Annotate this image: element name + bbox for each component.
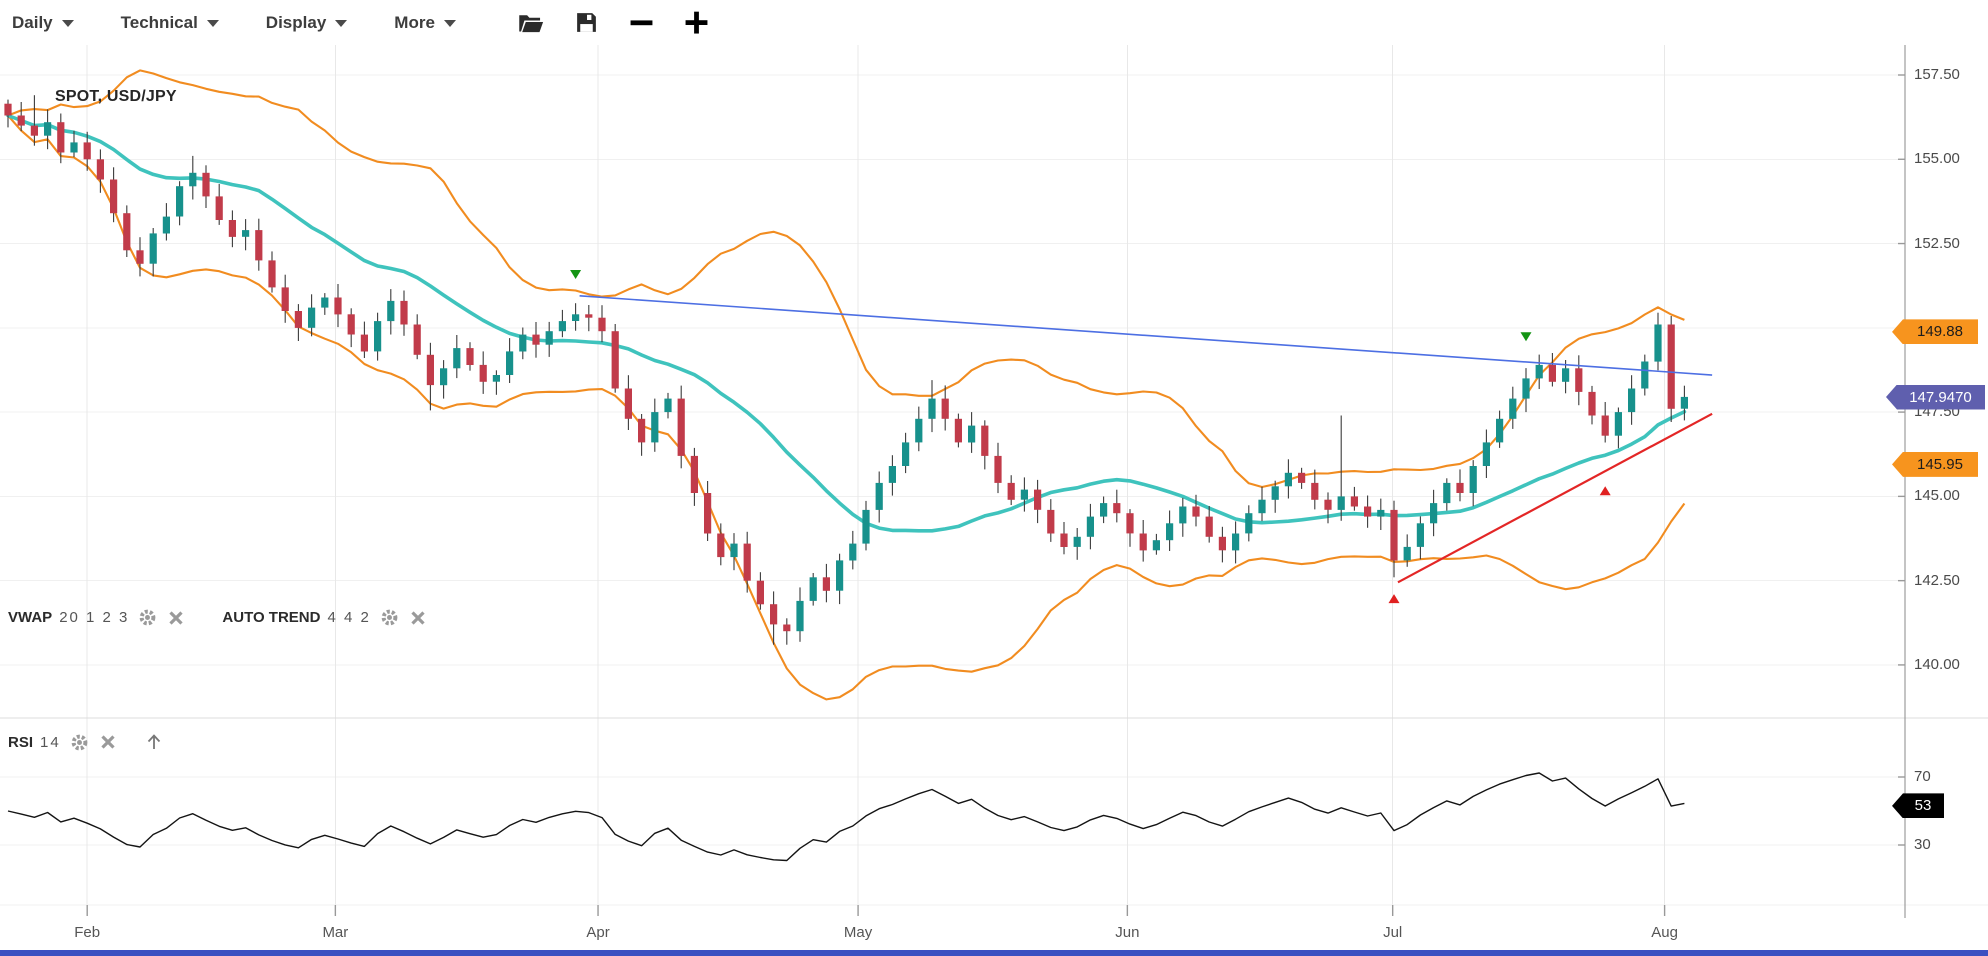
- display-menu[interactable]: Display: [265, 12, 348, 33]
- gear-icon: [381, 609, 398, 626]
- rsi-remove-button[interactable]: [98, 734, 118, 750]
- time-axis-label-apr: Apr: [586, 924, 610, 941]
- zoom-out-button[interactable]: [629, 10, 654, 35]
- rsi-tick-label: 30: [1914, 836, 1931, 853]
- save-icon: [577, 13, 596, 32]
- arrow-up-icon: [147, 734, 160, 749]
- price-tick-label: 145.00: [1914, 487, 1960, 505]
- symbol-label: SPOT, USD/JPY: [55, 88, 177, 105]
- timeframe-menu-label: Daily: [12, 12, 53, 32]
- time-axis-label-may: May: [843, 924, 873, 941]
- chevron-down-icon: [206, 20, 219, 27]
- rsi-tick-label: 70: [1914, 768, 1931, 785]
- chevron-down-icon: [443, 20, 456, 27]
- rsi-legend: RSI 14: [8, 732, 166, 752]
- technical-menu-label: Technical: [120, 12, 198, 32]
- lower-band-price-tag: 145.95: [1892, 451, 1978, 477]
- time-axis-label-jul: Jul: [1383, 924, 1403, 941]
- rsi-legend-params: 14: [40, 733, 61, 751]
- vwap-remove-button[interactable]: [166, 610, 186, 626]
- time-axis-label-feb: Feb: [74, 924, 101, 941]
- chevron-down-icon: [335, 20, 348, 27]
- chevron-down-icon: [61, 20, 74, 27]
- timeframe-menu[interactable]: Daily: [12, 13, 74, 33]
- last-price-tag: 147.9470: [1886, 384, 1985, 410]
- upper-band-price-tag: 149.88: [1892, 319, 1978, 345]
- price-tick-label: 155.00: [1914, 150, 1960, 168]
- autotrend-legend-params: 4 4 2: [327, 609, 371, 626]
- rsi-settings-button[interactable]: [68, 733, 91, 752]
- rsi-move-up-button[interactable]: [142, 732, 166, 752]
- rsi-legend-label: RSI: [8, 733, 34, 751]
- scroll-range-bar[interactable]: [0, 950, 1988, 956]
- save-chart-button[interactable]: [574, 10, 599, 35]
- more-menu-label: More: [394, 12, 435, 32]
- close-icon: [169, 610, 184, 625]
- display-menu-label: Display: [265, 12, 327, 32]
- close-icon: [411, 610, 425, 625]
- vwap-legend-label: VWAP: [8, 609, 53, 626]
- more-menu[interactable]: More: [394, 13, 456, 33]
- minus-icon: [630, 20, 653, 26]
- vwap-settings-button[interactable]: [136, 608, 159, 627]
- price-tick-label: 142.50: [1914, 571, 1960, 589]
- technical-menu[interactable]: Technical: [121, 13, 219, 33]
- autotrend-legend-label: AUTO TREND: [222, 609, 321, 626]
- zoom-in-button[interactable]: [684, 10, 709, 35]
- open-chart-button[interactable]: [517, 10, 544, 35]
- gear-icon: [140, 609, 156, 626]
- plus-icon: [685, 11, 708, 34]
- open-folder-icon: [519, 15, 544, 33]
- close-icon: [101, 735, 115, 749]
- price-tick-label: 157.50: [1914, 66, 1960, 83]
- overlay-legend: VWAP 20 1 2 3 AUTO TREND 4 4 2: [8, 608, 428, 627]
- time-axis-label-mar: Mar: [322, 924, 349, 941]
- time-axis-label-aug: Aug: [1651, 924, 1678, 941]
- autotrend-settings-button[interactable]: [378, 608, 401, 627]
- price-tick-label: 140.00: [1914, 655, 1960, 673]
- autotrend-remove-button[interactable]: [408, 610, 428, 626]
- time-axis-label-jun: Jun: [1115, 924, 1140, 941]
- rsi-value-tag: 53: [1892, 793, 1944, 819]
- toolbar: Daily Technical Display More: [0, 0, 1988, 45]
- price-tick-label: 152.50: [1914, 234, 1960, 252]
- gear-icon: [71, 734, 88, 750]
- vwap-legend-params: 20 1 2 3: [59, 609, 130, 626]
- price-chart-canvas[interactable]: [0, 45, 1988, 918]
